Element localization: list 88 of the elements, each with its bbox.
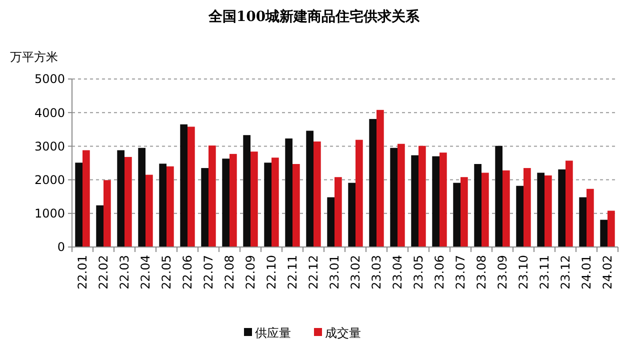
bar	[292, 164, 300, 247]
bar	[411, 155, 418, 247]
y-tick-label: 5000	[34, 72, 65, 86]
bar	[566, 160, 573, 247]
bar	[250, 152, 258, 247]
bar	[104, 180, 111, 247]
x-tick-label: 22.04	[138, 255, 153, 290]
bar	[327, 197, 334, 247]
bar	[348, 182, 356, 247]
bar	[75, 162, 82, 247]
bar	[600, 220, 608, 247]
bar	[460, 177, 468, 247]
bar	[369, 118, 376, 247]
bar	[264, 162, 272, 247]
bar	[138, 148, 146, 247]
bar	[188, 126, 195, 247]
x-tick-label: 24.01	[580, 255, 594, 290]
x-tick-label: 22.10	[264, 255, 279, 290]
bar	[544, 175, 552, 247]
chart-title: 全国100城新建商品住宅供求关系	[207, 8, 421, 25]
x-tick-label: 22.07	[202, 255, 216, 290]
bar	[243, 135, 250, 247]
bar	[376, 110, 384, 247]
y-tick-label: 3000	[34, 139, 65, 154]
x-tick-label: 22.02	[96, 255, 111, 290]
x-tick-label: 22.05	[160, 255, 174, 290]
bar	[159, 164, 166, 247]
bar	[579, 197, 586, 247]
x-tick-label: 23.10	[516, 255, 531, 290]
bar	[495, 146, 502, 247]
bar	[124, 156, 132, 247]
x-tick-label: 22.03	[118, 255, 132, 290]
bar	[166, 166, 174, 247]
bar	[390, 148, 398, 247]
bar	[537, 172, 544, 247]
bar	[272, 158, 279, 247]
bar	[453, 182, 460, 247]
bar	[502, 170, 510, 247]
bar	[398, 144, 405, 247]
x-tick-label: 23.09	[496, 255, 510, 290]
bar	[334, 177, 342, 247]
x-tick-label: 22.08	[222, 255, 237, 290]
x-tick-label: 23.05	[412, 255, 426, 290]
bar	[201, 168, 208, 247]
legend-label: 成交量	[325, 326, 361, 340]
bar	[208, 146, 216, 247]
y-tick-label: 4000	[34, 106, 65, 120]
x-tick-label: 22.06	[180, 255, 195, 290]
y-axis-title: 万平方米	[10, 50, 58, 64]
bar	[96, 205, 104, 247]
bar	[306, 130, 314, 247]
bar	[418, 146, 426, 247]
x-tick-label: 24.02	[600, 255, 615, 290]
x-tick-label: 22.09	[244, 255, 258, 290]
legend-label: 供应量	[255, 326, 291, 340]
x-tick-label: 23.06	[432, 255, 447, 290]
bar	[222, 158, 230, 247]
x-tick-label: 23.11	[538, 255, 552, 290]
bar	[474, 164, 482, 247]
x-tick-label: 23.07	[454, 255, 468, 290]
bar	[82, 150, 90, 247]
bar	[524, 168, 531, 247]
x-tick-label: 22.01	[76, 255, 90, 290]
x-tick-label: 23.03	[370, 255, 384, 290]
x-tick-label: 22.11	[286, 255, 300, 290]
bar	[482, 172, 489, 247]
x-tick-label: 22.12	[306, 255, 321, 290]
bar	[180, 124, 188, 247]
x-tick-label: 23.12	[558, 255, 573, 290]
y-tick-label: 0	[57, 240, 65, 254]
bar	[146, 174, 153, 247]
bar	[285, 138, 292, 247]
x-tick-label: 23.01	[328, 255, 342, 290]
x-tick-label: 23.04	[390, 255, 405, 290]
bar	[117, 150, 124, 247]
bar	[432, 156, 440, 247]
bar	[314, 141, 321, 247]
bar	[608, 210, 615, 247]
x-tick-label: 23.08	[474, 255, 489, 290]
bar	[440, 152, 447, 247]
bar	[356, 140, 363, 247]
x-tick-label: 23.02	[348, 255, 363, 290]
bar	[516, 186, 524, 247]
bar	[230, 154, 237, 247]
bar	[586, 188, 594, 247]
bar	[558, 169, 566, 247]
y-tick-label: 1000	[34, 206, 65, 221]
y-tick-label: 2000	[34, 173, 65, 187]
